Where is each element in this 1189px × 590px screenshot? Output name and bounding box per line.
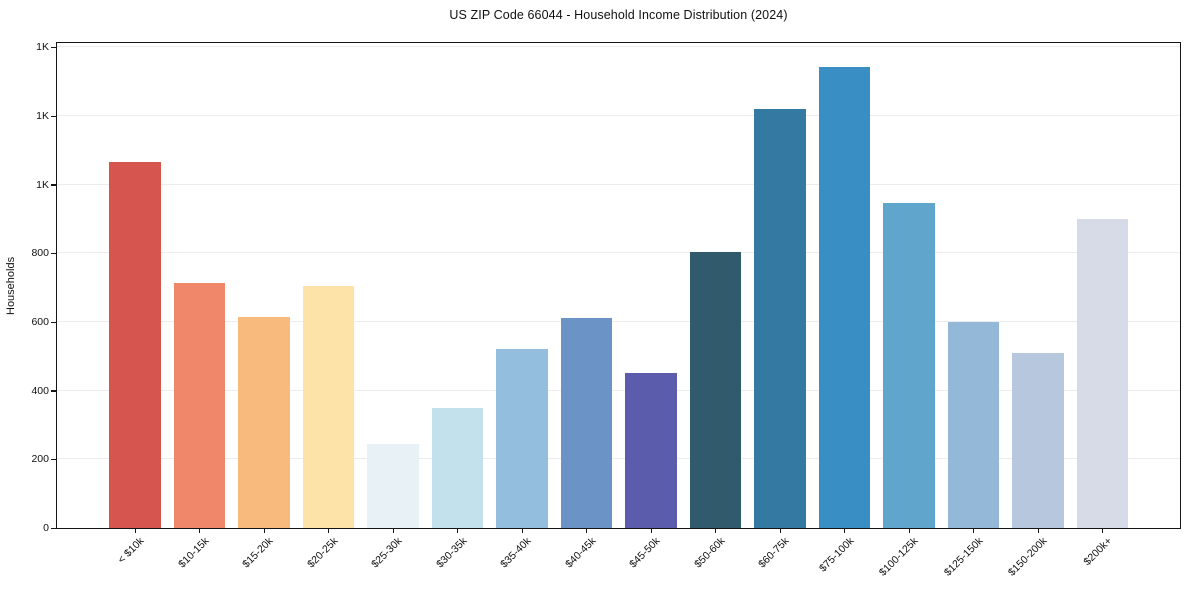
y-tick-label: 0 [43,522,49,534]
bar-25-30k [367,443,419,528]
x-tick-mark [779,528,781,533]
x-tick-label: $100-125k [876,535,921,579]
x-tick-label: $30-35k [433,535,469,571]
bar-45-50k [625,372,677,528]
y-tick-mark [51,46,57,49]
x-tick-label: $10-15k [175,535,211,571]
bar-40-45k [560,317,613,528]
gridline [57,46,1180,48]
y-tick-label: 1K [36,41,49,54]
bar-150-200k [1012,352,1064,528]
x-tick-label: $75-100k [816,535,856,575]
y-tick-mark [51,458,57,461]
y-tick-mark [51,252,57,255]
x-tick-mark [650,528,652,533]
bar-200k [1076,218,1129,528]
x-tick-mark [521,528,523,533]
x-tick-mark [328,528,330,533]
y-tick-mark [51,527,57,529]
bar-75-100k [818,67,871,528]
bar-30-35k [431,407,484,528]
gridline [57,458,1180,460]
x-tick-label: $150-200k [1005,535,1050,579]
y-tick-label: 200 [31,453,49,466]
x-tick-mark [134,528,136,533]
x-tick-label: $200k+ [1080,535,1114,569]
bar-60-75k [754,109,806,528]
gridline [57,389,1180,391]
gridline [57,252,1180,254]
y-tick-mark [51,321,57,323]
bar-10k [109,162,161,528]
bar-10-15k [173,282,226,528]
y-tick-label: 400 [31,384,49,397]
bar-35-40k [496,349,548,528]
x-tick-label: $35-40k [498,535,534,571]
y-tick-mark [51,115,57,117]
x-tick-mark [715,528,717,533]
y-tick-mark [51,184,57,186]
x-tick-label: $125-150k [941,535,985,579]
gridline [57,183,1180,185]
chart-title: US ZIP Code 66044 - Household Income Dis… [449,8,788,22]
y-tick-label: 600 [31,316,49,329]
gridline [57,321,1180,323]
y-tick-label: 800 [31,247,49,260]
x-tick-label: $45-50k [627,535,663,571]
y-tick-label: 1K [36,178,49,191]
bar-125-150k [947,322,1000,528]
bar-50-60k [689,252,742,528]
x-tick-mark [199,528,201,533]
x-tick-mark [973,528,975,533]
y-tick-label: 1K [36,110,49,123]
plot-area [57,43,1180,528]
bar-20-25k [302,286,355,528]
x-tick-mark [908,528,910,533]
x-tick-label: $50-60k [691,535,727,571]
x-tick-label: < $10k [115,535,147,566]
x-tick-mark [586,528,588,533]
x-tick-mark [1037,528,1039,533]
y-tick-mark [51,390,57,392]
x-tick-label: $60-75k [756,535,792,571]
x-tick-label: $40-45k [562,535,598,571]
bar-100-125k [883,202,935,528]
x-tick-label: $15-20k [240,535,276,571]
bar-15-20k [238,316,290,528]
x-tick-mark [263,528,265,533]
x-tick-label: $25-30k [369,535,405,571]
x-tick-mark [844,528,846,533]
x-tick-mark [392,528,394,533]
gridline [57,115,1180,117]
x-tick-label: $20-25k [304,535,340,571]
x-tick-mark [1102,528,1104,533]
x-tick-mark [457,528,459,533]
